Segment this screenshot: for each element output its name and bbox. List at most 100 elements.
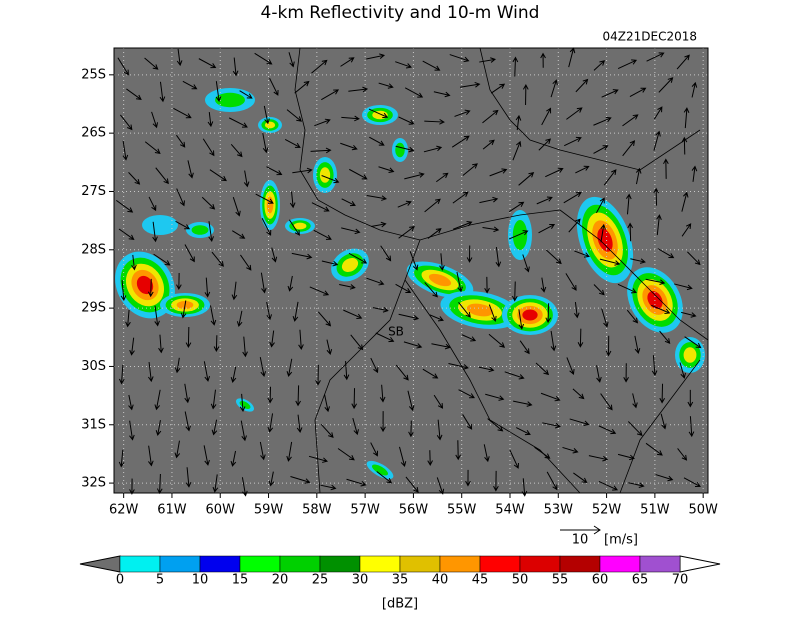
wind-arrow <box>687 389 694 408</box>
reflectivity-cell <box>191 225 209 235</box>
wind-arrow <box>433 394 444 409</box>
wind-arrow <box>398 226 415 239</box>
reflectivity-cell <box>683 347 697 363</box>
wind-arrow <box>574 250 590 258</box>
wind-arrow <box>230 450 237 467</box>
wind-arrow <box>263 105 270 125</box>
wind-arrow <box>645 442 663 456</box>
wind-arrow <box>627 421 643 437</box>
wind-arrow <box>431 343 451 350</box>
wind-arrow <box>566 107 583 120</box>
wind-arrow <box>122 140 129 161</box>
wind-arrow <box>691 81 698 98</box>
wind-arrow <box>379 384 386 403</box>
wind-arrow <box>144 57 159 70</box>
reference-arrow <box>560 525 601 535</box>
reference-unit: [m/s] <box>604 533 638 548</box>
wind-arrow <box>154 389 161 411</box>
wind-arrow <box>603 169 617 186</box>
wind-arrow <box>208 221 214 243</box>
wind-arrow <box>398 313 420 321</box>
wind-arrow <box>158 334 164 354</box>
wind-arrow <box>623 363 629 383</box>
wind-arrow <box>449 54 470 63</box>
wind-arrow <box>187 160 194 179</box>
colorbar-over <box>679 555 721 573</box>
wind-arrow <box>259 357 267 378</box>
wind-arrow <box>458 389 475 399</box>
colorbar-under <box>79 555 121 573</box>
wind-arrow <box>488 333 506 348</box>
wind-arrow <box>677 448 688 461</box>
reference-value: 10 <box>572 533 589 548</box>
wind-arrow <box>152 221 158 243</box>
wind-arrow <box>395 283 412 294</box>
wind-arrow <box>215 81 222 103</box>
wind-arrow <box>317 311 332 327</box>
wind-arrow <box>645 278 666 285</box>
wind-arrow <box>151 111 159 129</box>
wind-arrow <box>540 392 561 402</box>
wind-arrow <box>534 446 551 459</box>
wind-arrow <box>422 368 439 379</box>
wind-arrow <box>490 83 506 94</box>
lat-tick-label: 30S <box>81 359 106 374</box>
wind-arrow <box>422 60 441 71</box>
wind-arrow <box>371 221 387 228</box>
wind-arrow <box>478 366 495 373</box>
reflectivity-cell <box>319 167 331 183</box>
wind-arrow <box>575 78 589 93</box>
wind-arrow <box>288 52 295 68</box>
lon-tick-label: 60W <box>206 503 236 518</box>
wind-arrow <box>340 57 355 67</box>
wind-arrow <box>550 330 557 352</box>
wind-arrow <box>176 272 182 291</box>
lon-tick-label: 54W <box>495 503 525 518</box>
wind-arrow <box>239 90 253 99</box>
wind-arrow <box>651 304 671 314</box>
colorbar-tick-label: 65 <box>632 573 649 588</box>
wind-arrow <box>269 77 279 96</box>
lon-tick-label: 58W <box>302 503 332 518</box>
wind-arrow <box>174 357 181 374</box>
wind-arrow <box>287 275 294 292</box>
wind-arrow <box>154 305 160 327</box>
wind-arrow <box>456 271 463 293</box>
wind-arrow <box>635 167 642 185</box>
wind-arrow <box>465 469 471 487</box>
colorbar: 0 5 10 15 20 25 30 35 40 45 50 55 60 65 70 <box>79 555 721 588</box>
wind-arrow <box>203 361 211 382</box>
wind-arrow <box>535 362 550 376</box>
wind-arrow <box>254 52 273 65</box>
wind-arrow <box>343 361 350 381</box>
wind-arrow <box>267 386 274 404</box>
wind-arrow <box>125 309 131 328</box>
lon-tick-label: 52W <box>592 503 622 518</box>
colorbar-tick-label: 15 <box>232 573 249 588</box>
colorbar-tick-label: 5 <box>156 573 164 588</box>
wind-arrow <box>424 119 445 125</box>
colorbar-segment <box>599 555 641 573</box>
wind-arrow <box>462 414 473 430</box>
wind-arrow <box>451 135 470 148</box>
wind-arrow <box>484 276 490 294</box>
wind-arrow <box>448 363 469 370</box>
colorbar-tick-label: 10 <box>192 573 209 588</box>
lon-tick-label: 57W <box>350 503 380 518</box>
wind-arrow <box>324 394 330 413</box>
reflectivity-cell <box>597 228 613 252</box>
wind-arrow <box>180 300 187 319</box>
wind-arrow <box>569 418 590 427</box>
vector-reference: 10 [m/s] <box>560 525 638 548</box>
wind-arrow <box>563 192 582 204</box>
colorbar-segment <box>559 555 601 573</box>
wind-arrow <box>684 336 702 349</box>
colorbar-tick-label: 55 <box>552 573 569 588</box>
wind-arrow <box>232 197 241 217</box>
wind-arrow <box>663 158 669 179</box>
wind-arrow <box>240 420 247 442</box>
wind-arrow <box>296 414 303 434</box>
wind-arrow <box>655 474 674 482</box>
wind-arrow <box>286 358 293 377</box>
